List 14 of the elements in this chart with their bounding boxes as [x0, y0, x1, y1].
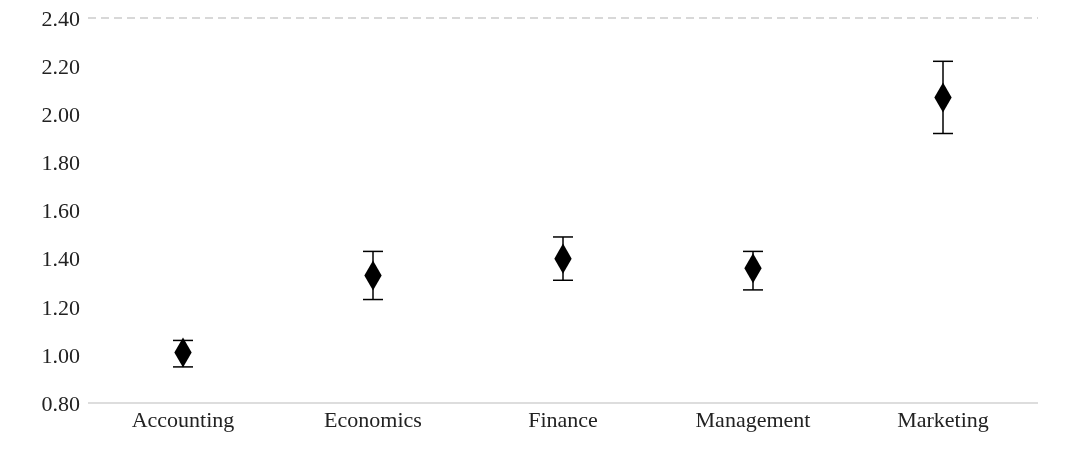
y-tick-label: 1.40	[41, 246, 80, 272]
x-tick-label: Accounting	[131, 406, 235, 432]
x-tick-label: Marketing	[897, 406, 989, 432]
x-tick-label: Economics	[324, 406, 422, 432]
y-tick-label: 1.60	[41, 198, 80, 224]
y-tick-label: 1.00	[41, 342, 80, 368]
y-tick-label: 2.40	[41, 5, 80, 31]
y-tick-label: 0.80	[41, 390, 80, 416]
x-tick-label: Finance	[528, 406, 598, 432]
y-tick-label: 1.80	[41, 150, 80, 176]
x-tick-label: Management	[695, 406, 811, 432]
y-tick-label: 2.20	[41, 53, 80, 79]
y-tick-label: 1.20	[41, 294, 80, 320]
y-tick-label: 2.00	[41, 102, 80, 128]
